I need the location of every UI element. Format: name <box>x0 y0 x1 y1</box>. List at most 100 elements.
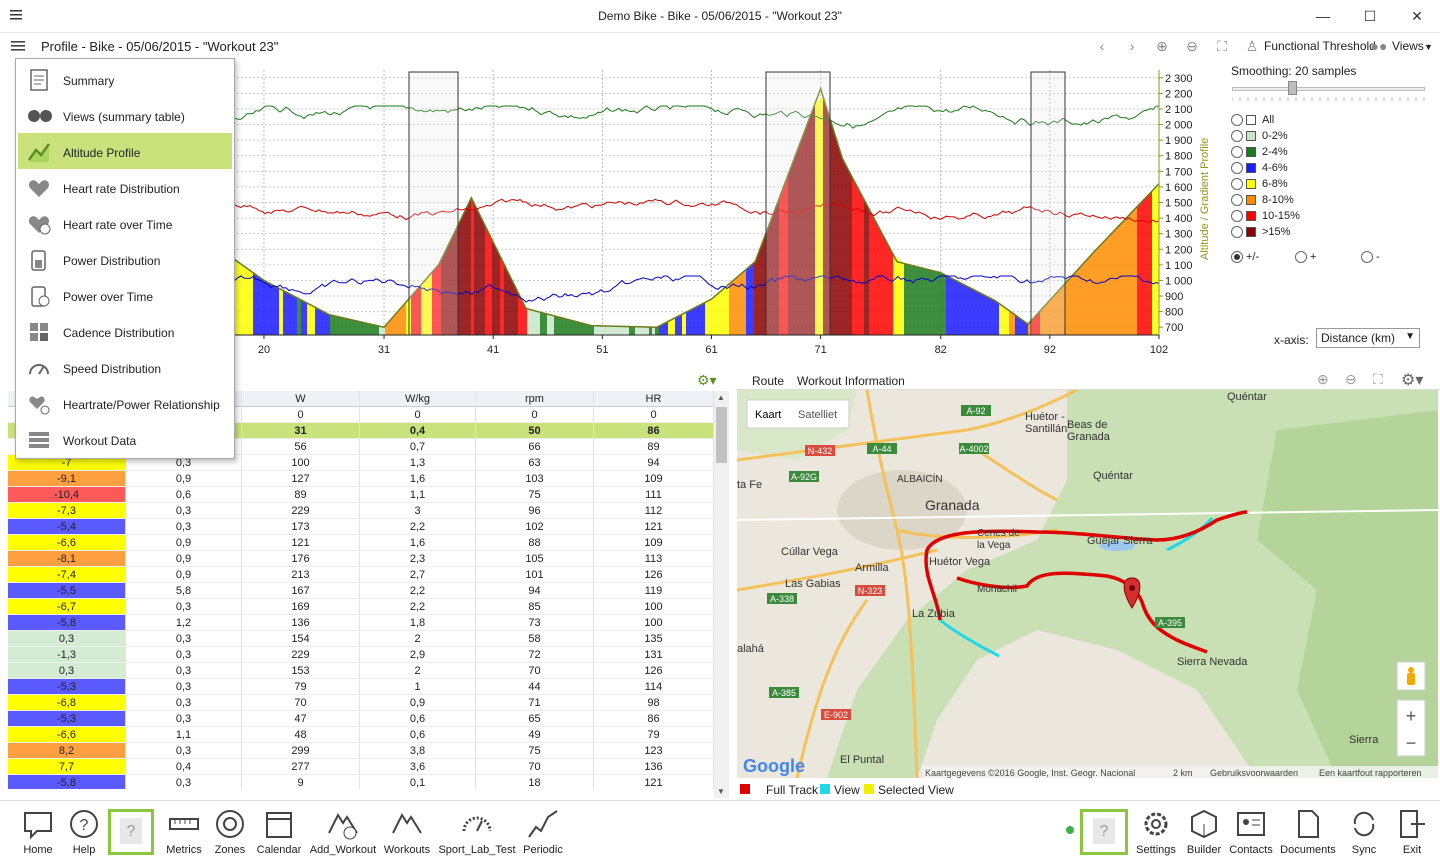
table-row[interactable]: 0,3 0,3 154 2 58 135 <box>8 631 714 647</box>
menu-item-summary[interactable]: Summary <box>18 61 232 97</box>
map-settings-gear-icon[interactable]: ⚙▾ <box>1401 372 1424 389</box>
table-settings-gear-icon[interactable]: ⚙▾ <box>697 372 717 388</box>
gradient-radio[interactable] <box>1231 130 1243 142</box>
column-header[interactable]: rpm <box>476 391 594 407</box>
smoothing-slider[interactable] <box>1232 87 1425 91</box>
nav-exit[interactable]: Exit <box>1392 805 1432 857</box>
table-scrollbar-thumb[interactable] <box>716 407 727 463</box>
table-row[interactable]: 8,2 0,3 299 3,8 75 123 <box>8 743 714 759</box>
minimize-button[interactable]: — <box>1316 8 1330 24</box>
next-icon[interactable]: › <box>1129 38 1135 54</box>
menu-item-altitude[interactable]: Altitude Profile <box>18 133 232 169</box>
location-pin-icon[interactable] <box>1123 577 1141 609</box>
zoom-out-icon[interactable]: ⊖ <box>1186 38 1198 54</box>
gradient-legend-row[interactable]: 2-4% <box>1231 144 1288 160</box>
menu-item-views[interactable]: Views (summary table) <box>18 97 232 133</box>
table-row[interactable]: -5,3 0,3 47 0,6 65 86 <box>8 711 714 727</box>
radio-plus[interactable] <box>1295 251 1307 263</box>
menu-item-power-time[interactable]: Power over Time <box>18 277 232 313</box>
menu-item-cadence[interactable]: Cadence Distribution <box>18 313 232 349</box>
gradient-legend-row[interactable]: 10-15% <box>1231 208 1300 224</box>
nav-settings[interactable]: Settings <box>1134 805 1178 857</box>
nav-athlete[interactable]: ? <box>1080 809 1128 855</box>
gradient-legend-row[interactable]: 4-6% <box>1231 160 1288 176</box>
column-header[interactable]: W <box>242 391 360 407</box>
map-zoom-minus-icon[interactable]: − <box>1406 733 1417 753</box>
scroll-up-icon[interactable]: ▲ <box>717 393 725 402</box>
map-report-link[interactable]: Een kaartfout rapporteren <box>1319 768 1422 778</box>
mode-minus[interactable]: - <box>1361 249 1380 265</box>
gradient-legend-row[interactable]: 8-10% <box>1231 192 1294 208</box>
nav-home[interactable]: Home <box>16 805 60 857</box>
radio-minus[interactable] <box>1361 251 1373 263</box>
table-row[interactable]: -5,5 5,8 167 2,2 94 119 <box>8 583 714 599</box>
column-header[interactable]: HR <box>594 391 714 407</box>
views-button[interactable]: Views <box>1392 39 1424 53</box>
table-scrollbar[interactable]: ▲ ▼ <box>714 391 729 798</box>
gradient-legend-row[interactable]: 0-2% <box>1231 128 1288 144</box>
gradient-radio[interactable] <box>1231 210 1243 222</box>
gradient-legend-row[interactable]: >15% <box>1231 224 1290 240</box>
xaxis-select[interactable]: Distance (km) ▼ <box>1316 328 1420 348</box>
selection-range[interactable] <box>408 71 459 336</box>
nav-zones[interactable]: Zones <box>208 805 252 857</box>
table-row[interactable]: -9,1 0,9 127 1,6 103 109 <box>8 471 714 487</box>
table-row[interactable]: -8,1 0,9 176 2,3 105 113 <box>8 551 714 567</box>
menu-item-heart-distribution[interactable]: Heart rate Distribution <box>18 169 232 205</box>
mode-plus[interactable]: + <box>1295 249 1316 265</box>
gradient-legend-row[interactable]: All <box>1231 112 1274 128</box>
map-zoom-in-icon[interactable]: ⊕ <box>1317 371 1329 387</box>
fit-to-window-icon[interactable]: ⛶ <box>1217 38 1227 54</box>
gradient-legend-row[interactable]: 6-8% <box>1231 176 1288 192</box>
selection-range[interactable] <box>765 71 831 336</box>
nav-workouts[interactable]: Workouts <box>381 805 433 857</box>
functional-threshold-button[interactable]: Functional Threshold <box>1264 39 1376 53</box>
table-row[interactable]: -1,3 0,3 229 2,9 72 131 <box>8 647 714 663</box>
table-row[interactable]: -6,6 0,9 121 1,6 88 109 <box>8 535 714 551</box>
nav-help[interactable]: ? Help <box>62 805 106 857</box>
gradient-radio[interactable] <box>1231 162 1243 174</box>
map-fit-icon[interactable]: ⛶ <box>1373 371 1383 387</box>
tab-workout-information[interactable]: Workout Information <box>797 374 905 388</box>
map-type-kaart[interactable]: Kaart <box>755 409 781 421</box>
mode-plus-minus[interactable]: +/- <box>1231 249 1259 265</box>
hamburger-menu-icon[interactable] <box>11 40 25 52</box>
gradient-radio[interactable] <box>1231 194 1243 206</box>
gradient-radio[interactable] <box>1231 114 1243 126</box>
nav-documents[interactable]: Documents <box>1280 805 1336 857</box>
system-menu-icon[interactable] <box>10 9 22 21</box>
column-header[interactable]: W/kg <box>360 391 476 407</box>
table-row[interactable]: -5,8 1,2 136 1,8 73 100 <box>8 615 714 631</box>
nav-sync[interactable]: Sync <box>1344 805 1384 857</box>
menu-item-heart-time[interactable]: Heart rate over Time <box>18 205 232 241</box>
nav-contacts[interactable]: Contacts <box>1228 805 1274 857</box>
gradient-radio[interactable] <box>1231 178 1243 190</box>
previous-icon[interactable]: ‹ <box>1099 38 1105 54</box>
table-row[interactable]: -10,4 0,6 89 1,1 75 111 <box>8 487 714 503</box>
altitude-profile-chart[interactable]: 20 31 41 51 61 71 82 92 102 700 800 900 1 000 1 100 1 … <box>0 60 1220 360</box>
table-row[interactable]: -5,4 0,3 173 2,2 102 121 <box>8 519 714 535</box>
nav-metrics[interactable]: Metrics <box>162 805 206 857</box>
menu-item-speed[interactable]: Speed Distribution <box>18 349 232 385</box>
table-row[interactable]: -7,3 0,3 229 3 96 112 <box>8 503 714 519</box>
views-dropdown-icon[interactable]: ▼ <box>1424 42 1433 52</box>
gradient-radio[interactable] <box>1231 226 1243 238</box>
table-row[interactable]: -5,3 0,3 79 1 44 114 <box>8 679 714 695</box>
maximize-button[interactable]: ☐ <box>1363 8 1377 24</box>
map-type-satelliet[interactable]: Satelliet <box>798 409 837 421</box>
functional-threshold-icon[interactable]: ♙ <box>1245 38 1259 54</box>
map-terms-link[interactable]: Gebruiksvoorwaarden <box>1210 768 1298 778</box>
menu-item-hr-power[interactable]: Heartrate/Power Relationship <box>18 385 232 421</box>
route-map[interactable]: Granada ALBAICÍN Huétor - Santillán Beas de G… <box>737 390 1438 778</box>
table-row[interactable]: -7 0,3 100 1,3 63 94 <box>8 455 714 471</box>
nav-add-workout[interactable]: Add_Workout <box>308 805 378 857</box>
radio-plus-minus[interactable] <box>1231 251 1243 263</box>
map-zoom-out-icon[interactable]: ⊖ <box>1345 371 1357 387</box>
table-row[interactable]: -6,8 0,3 70 0,9 71 98 <box>8 695 714 711</box>
nav-periodic[interactable]: Periodic <box>518 805 568 857</box>
selection-range[interactable] <box>1030 71 1066 336</box>
menu-item-workout-data[interactable]: Workout Data <box>18 421 232 457</box>
table-row[interactable]: -7,4 0,9 213 2,7 101 126 <box>8 567 714 583</box>
nav-sport-lab[interactable]: Sport_Lab_Test <box>437 805 517 857</box>
tab-route[interactable]: Route <box>752 374 785 388</box>
